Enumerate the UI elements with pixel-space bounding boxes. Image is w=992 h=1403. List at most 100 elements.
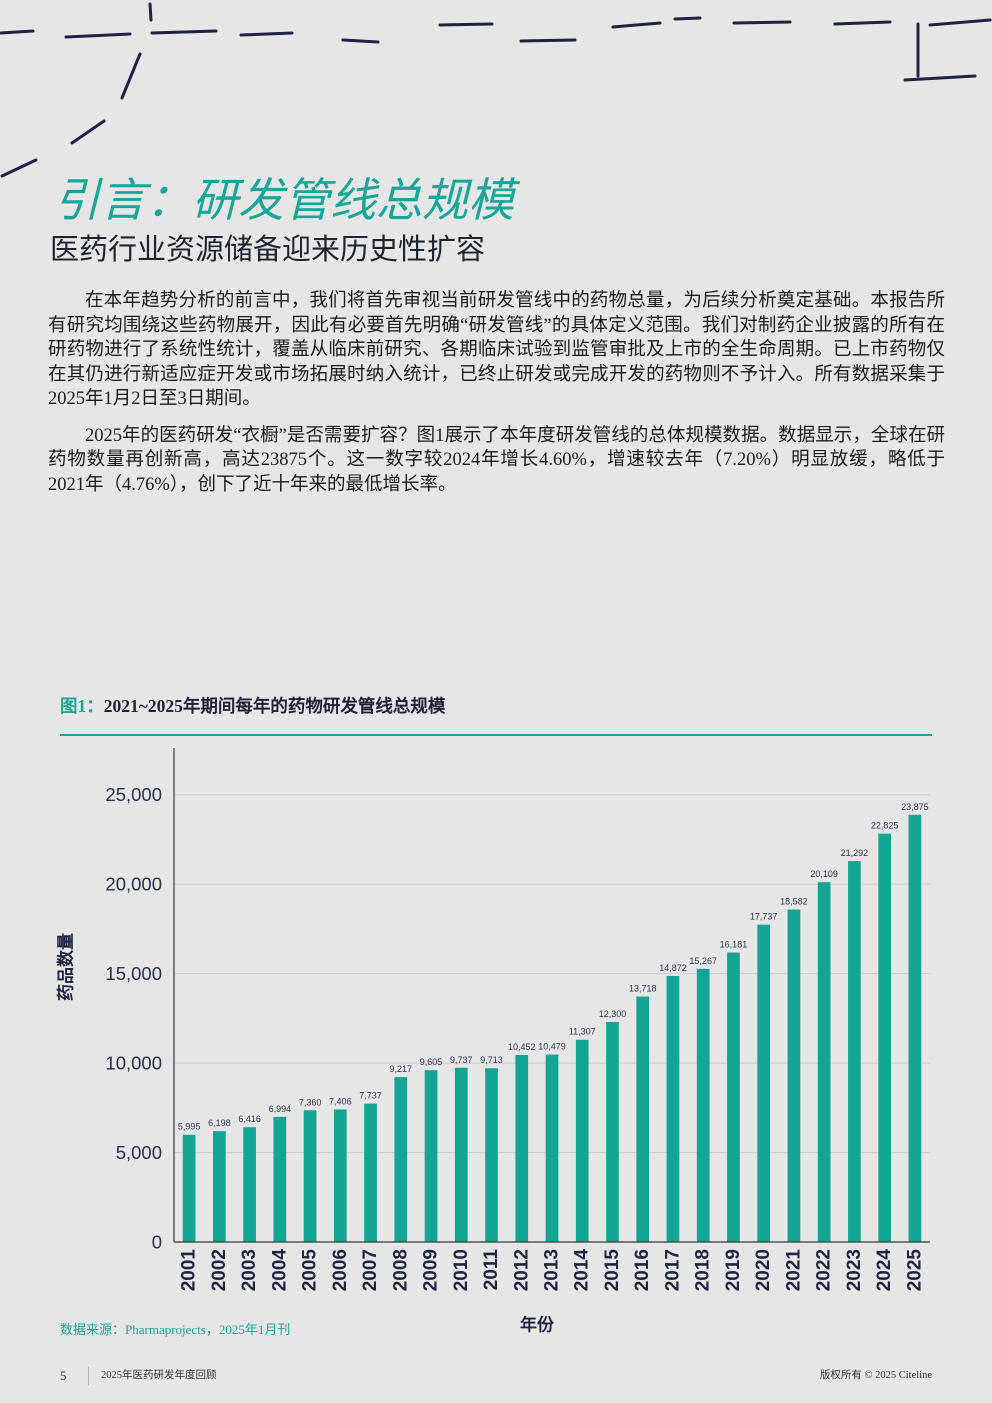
data-label-2025: 23,875 <box>901 802 929 812</box>
bar-2004 <box>273 1116 287 1242</box>
x-tick-label-2005: 2005 <box>300 1249 321 1292</box>
data-label-2017: 14,872 <box>659 963 687 973</box>
body-text: 在本年趋势分析的前言中，我们将首先审视当前研发管线中的药物总量，为后续分析奠定基… <box>48 289 945 509</box>
body-paragraph: 在本年趋势分析的前言中，我们将首先审视当前研发管线中的药物总量，为后续分析奠定基… <box>48 291 945 409</box>
footer-copyright: 版权所有 © 2025 Citeline <box>819 1370 932 1381</box>
y-tick-label-10000: 10,000 <box>105 1053 162 1074</box>
footer-report-name: 2025年医药研发年度回顾 <box>101 1370 217 1381</box>
y-tick-label-25000: 25,000 <box>105 784 162 805</box>
x-tick-label-2025: 2025 <box>904 1249 925 1292</box>
decorative-dash <box>341 38 380 44</box>
page-subtitle: 医药行业资源储备迎来历史性扩容 <box>50 234 486 266</box>
y-axis-title: 药品数量 <box>56 933 76 1001</box>
x-tick-label-2008: 2008 <box>390 1249 411 1291</box>
bar-2006 <box>333 1109 347 1242</box>
decorative-dash <box>150 29 218 35</box>
data-label-2018: 15,267 <box>689 956 717 966</box>
bar-2011 <box>485 1068 498 1242</box>
bar-2012 <box>515 1055 529 1242</box>
bar-2022 <box>817 882 831 1242</box>
figure-title: 图1：2021~2025年期间每年的药物研发管线总规模 <box>60 695 445 717</box>
bar-2015 <box>606 1021 619 1242</box>
decorative-dash <box>120 52 142 100</box>
decorative-dashed-lines <box>0 2 992 178</box>
x-tick-label-2003: 2003 <box>239 1249 260 1291</box>
decorative-dash <box>438 22 494 27</box>
decorative-dash <box>611 21 662 29</box>
x-tick-label-2017: 2017 <box>662 1249 683 1291</box>
y-tick-label-15000: 15,000 <box>105 963 162 984</box>
x-tick-label-2019: 2019 <box>723 1249 744 1291</box>
data-label-2016: 13,718 <box>629 984 657 994</box>
x-tick-label-2002: 2002 <box>209 1249 230 1291</box>
x-tick-label-2014: 2014 <box>572 1249 593 1292</box>
data-label-2021: 18,582 <box>780 897 808 907</box>
data-label-2010: 9,737 <box>450 1055 473 1065</box>
bar-2017 <box>666 975 680 1242</box>
x-tick-label-2016: 2016 <box>632 1249 653 1291</box>
x-tick-label-2012: 2012 <box>511 1249 532 1291</box>
decorative-dash <box>928 18 992 27</box>
bars <box>182 814 922 1242</box>
decorative-dash <box>0 158 38 178</box>
figure-title-text: 2021~2025年期间每年的药物研发管线总规模 <box>103 696 446 716</box>
data-label-2024: 22,825 <box>871 821 899 831</box>
decorative-dash <box>0 29 35 35</box>
decorative-dash <box>519 38 577 43</box>
data-label-2003: 6,416 <box>238 1114 261 1124</box>
data-label-2014: 11,307 <box>569 1027 596 1037</box>
data-label-2005: 7,360 <box>299 1097 322 1107</box>
x-tick-label-2007: 2007 <box>360 1249 381 1291</box>
decorative-dash <box>148 2 153 22</box>
data-label-2023: 21,292 <box>841 848 869 858</box>
x-tick-label-2020: 2020 <box>753 1249 774 1291</box>
page-title: 引言：研发管线总规模 <box>54 175 514 226</box>
data-label-2002: 6,198 <box>208 1118 231 1128</box>
chart-labels: 0 5,000 10,000 15,000 20,000 25,000 5,995 2001 6… <box>105 784 928 1291</box>
bar-2008 <box>394 1077 408 1242</box>
decorative-dash <box>64 32 132 39</box>
data-label-2022: 20,109 <box>810 869 838 879</box>
data-label-2013: 10,479 <box>538 1042 566 1052</box>
x-axis-title: 年份 <box>520 1315 555 1335</box>
data-label-2009: 9,605 <box>420 1057 443 1067</box>
data-label-2008: 9,217 <box>390 1064 413 1074</box>
x-tick-label-2015: 2015 <box>602 1249 623 1292</box>
data-label-2012: 10,452 <box>508 1042 536 1052</box>
x-tick-label-2013: 2013 <box>542 1249 563 1291</box>
x-tick-label-2009: 2009 <box>421 1249 442 1291</box>
bar-2023 <box>848 861 861 1242</box>
data-label-2019: 16,181 <box>720 940 748 950</box>
x-tick-label-2022: 2022 <box>814 1249 835 1291</box>
bar-2020 <box>757 924 771 1242</box>
x-tick-label-2006: 2006 <box>330 1249 351 1291</box>
y-tick-label-20000: 20,000 <box>105 874 162 895</box>
y-tick-label-0: 0 <box>152 1232 162 1253</box>
bar-2016 <box>636 996 650 1242</box>
bar-2021 <box>787 909 801 1242</box>
body-paragraph: 2025年的医药研发“衣橱”是否需要扩容？图1展示了本年度研发管线的总体规模数据… <box>48 425 945 495</box>
bar-2019 <box>727 952 740 1242</box>
pipeline-bar-chart: 0 5,000 10,000 15,000 20,000 25,000 5,995 2001 6… <box>56 748 930 1335</box>
bar-2024 <box>878 833 891 1242</box>
decorative-dash <box>732 20 792 25</box>
bar-2007 <box>364 1103 377 1242</box>
bar-2013 <box>545 1054 559 1242</box>
footer-page-number: 5 <box>60 1368 67 1383</box>
bar-2002 <box>213 1131 226 1242</box>
x-tick-label-2010: 2010 <box>451 1249 472 1291</box>
data-label-2004: 6,994 <box>269 1104 292 1114</box>
x-tick-label-2011: 2011 <box>481 1249 502 1291</box>
figure-title-rule <box>60 734 932 736</box>
decorative-dash <box>833 20 892 26</box>
bar-2003 <box>243 1127 256 1242</box>
bar-2001 <box>182 1134 196 1242</box>
decorative-dash <box>239 31 294 37</box>
chart-source-note: 数据来源：Pharmaprojects，2025年1月刊 <box>60 1322 291 1337</box>
decorative-dash <box>903 74 977 82</box>
footer-divider <box>88 1367 89 1385</box>
y-tick-label-5000: 5,000 <box>116 1142 162 1163</box>
data-label-2006: 7,406 <box>329 1097 352 1107</box>
data-label-2007: 7,737 <box>359 1091 382 1101</box>
